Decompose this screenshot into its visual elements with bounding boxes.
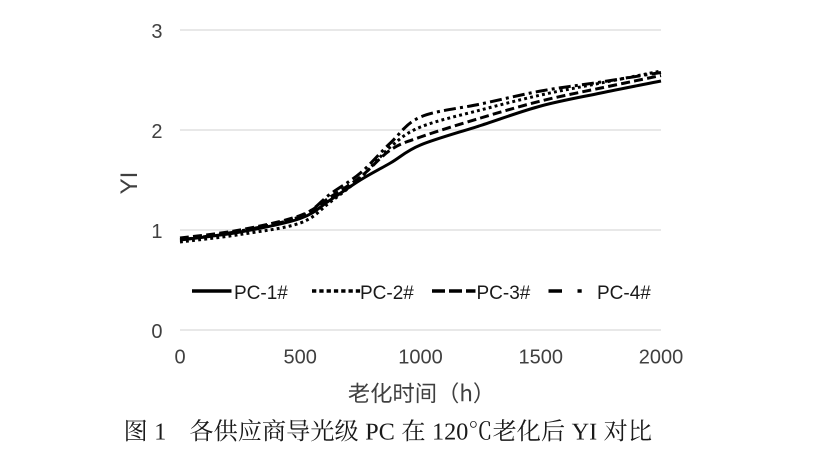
svg-text:PC-1#: PC-1# (234, 283, 288, 304)
svg-text:YI: YI (116, 172, 143, 195)
svg-text:PC-4#: PC-4# (597, 283, 651, 304)
svg-text:PC-3#: PC-3# (477, 283, 531, 304)
svg-text:2: 2 (151, 121, 162, 143)
svg-text:1: 1 (151, 221, 162, 243)
svg-text:1500: 1500 (519, 347, 564, 369)
svg-text:3: 3 (151, 21, 162, 43)
svg-text:1000: 1000 (398, 347, 443, 369)
svg-text:500: 500 (284, 347, 317, 369)
svg-text:PC-2#: PC-2# (360, 283, 414, 304)
svg-text:0: 0 (174, 347, 185, 369)
svg-text:0: 0 (151, 321, 162, 343)
svg-text:2000: 2000 (639, 347, 684, 369)
